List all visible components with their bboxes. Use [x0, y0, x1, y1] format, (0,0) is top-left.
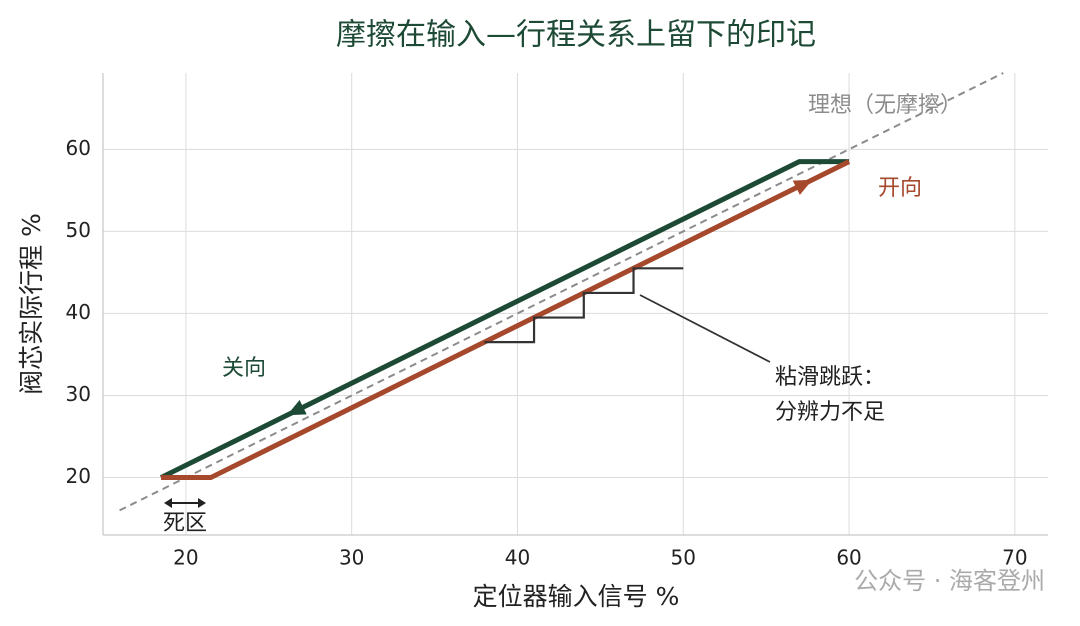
y-tick-label: 60 [66, 136, 91, 160]
annotation-line [639, 294, 771, 363]
series-line [159, 159, 850, 480]
arrow-head [792, 179, 813, 195]
arrow-head [198, 498, 206, 508]
series-label: 开向 [878, 176, 922, 201]
x-tick-label: 60 [836, 546, 861, 570]
y-tick-label: 30 [66, 382, 91, 406]
x-tick-label: 30 [339, 546, 364, 570]
arrow-head [287, 400, 307, 416]
y-tick-label: 50 [66, 218, 91, 242]
arrow-head [164, 498, 172, 508]
series-label: 关向 [222, 356, 266, 381]
x-tick-label: 50 [671, 546, 696, 570]
y-tick-label: 40 [66, 300, 91, 324]
series-line [484, 267, 684, 344]
annotation: 死区 [163, 511, 207, 536]
annotation: 分辨力不足 [775, 400, 885, 425]
x-tick-label: 40 [505, 546, 530, 570]
annotation: 粘滑跳跃： [775, 365, 885, 390]
watermark: 公众号 · 海客登州 [854, 567, 1045, 595]
chart-title: 摩擦在输入—行程关系上留下的印记 [336, 18, 816, 53]
series-line [161, 159, 851, 481]
y-tick-label: 20 [66, 464, 91, 488]
series-label: 理想（无摩擦） [808, 93, 962, 118]
x-axis-label: 定位器输入信号 % [473, 582, 680, 611]
x-tick-label: 70 [1002, 546, 1027, 570]
series-line [119, 72, 1004, 512]
y-axis-label: 阀芯实际行程 % [17, 213, 46, 395]
x-tick-label: 20 [173, 546, 198, 570]
